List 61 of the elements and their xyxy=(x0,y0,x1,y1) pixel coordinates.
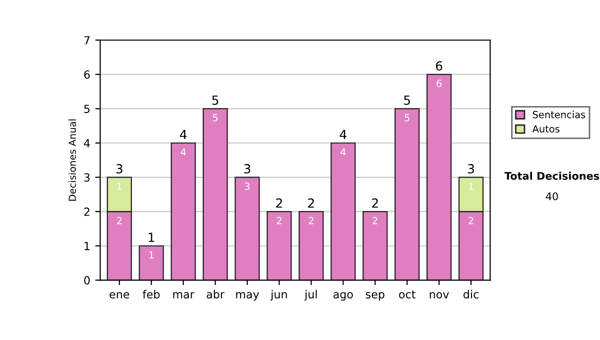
total-label: 3 xyxy=(116,164,122,174)
x-tick-label: nov xyxy=(430,292,449,298)
x-tick-label: jul xyxy=(304,290,317,301)
text: Total Decisiones xyxy=(504,172,600,180)
bar xyxy=(298,211,324,280)
total-label: 4 xyxy=(180,130,187,140)
x-tick-label: ene xyxy=(110,292,130,298)
x-tick-label: mar xyxy=(173,292,194,298)
y-tick-label: 1 xyxy=(84,242,90,250)
x-tick-label: sep xyxy=(366,292,384,301)
data-label: 2 xyxy=(308,216,314,224)
y-tick-label: 5 xyxy=(84,104,90,114)
bar xyxy=(266,211,292,280)
y-tick-label: 4 xyxy=(84,139,90,148)
data-label: 2 xyxy=(372,216,378,224)
x-tick-label: oct xyxy=(399,290,416,298)
total-label: 1 xyxy=(148,232,154,242)
bar xyxy=(234,176,260,280)
data-label: 6 xyxy=(436,80,442,88)
bar xyxy=(138,245,164,280)
data-label: 5 xyxy=(212,114,218,122)
data-label: 2 xyxy=(468,216,474,224)
y-axis-title: Decisiones Anual xyxy=(68,119,76,201)
bar xyxy=(394,108,420,280)
total-label: 2 xyxy=(308,198,314,208)
bar xyxy=(330,142,356,280)
y-tick-label: 7 xyxy=(84,36,90,44)
text: 40 xyxy=(546,192,558,200)
x-tick-label: dic xyxy=(464,290,478,298)
data-label: 4 xyxy=(180,148,186,156)
total-label: 6 xyxy=(436,61,442,71)
total-label: 3 xyxy=(244,164,250,174)
y-tick-label: 3 xyxy=(84,173,90,182)
data-label: 1 xyxy=(468,182,474,190)
data-label: 2 xyxy=(276,216,282,224)
x-tick-label: ago xyxy=(333,292,353,301)
total-label: 3 xyxy=(468,164,474,174)
legend-label: Autos xyxy=(532,125,560,133)
bar xyxy=(202,108,228,280)
data-label: 5 xyxy=(404,114,410,122)
total-label: 2 xyxy=(372,198,378,208)
data-label: 1 xyxy=(149,251,154,258)
total-label: 4 xyxy=(340,130,346,140)
bar xyxy=(362,211,388,280)
data-label: 1 xyxy=(117,182,122,190)
y-tick-label: 2 xyxy=(84,208,90,216)
bar xyxy=(170,142,196,280)
total-label: 5 xyxy=(212,96,218,105)
data-label: 2 xyxy=(117,216,122,224)
total-label: 2 xyxy=(276,198,282,208)
legend-label: Sentencias xyxy=(532,110,586,118)
x-tick-label: feb xyxy=(142,290,160,298)
bar xyxy=(426,74,452,280)
y-tick-label: 6 xyxy=(84,70,90,79)
data-label: 4 xyxy=(340,148,346,156)
total-label: 5 xyxy=(404,96,410,105)
x-tick-label: abr xyxy=(206,290,224,298)
y-tick-label: 0 xyxy=(84,276,90,285)
x-tick-label: jun xyxy=(270,290,287,301)
x-tick-label: may xyxy=(236,292,260,301)
data-label: 3 xyxy=(244,182,250,190)
